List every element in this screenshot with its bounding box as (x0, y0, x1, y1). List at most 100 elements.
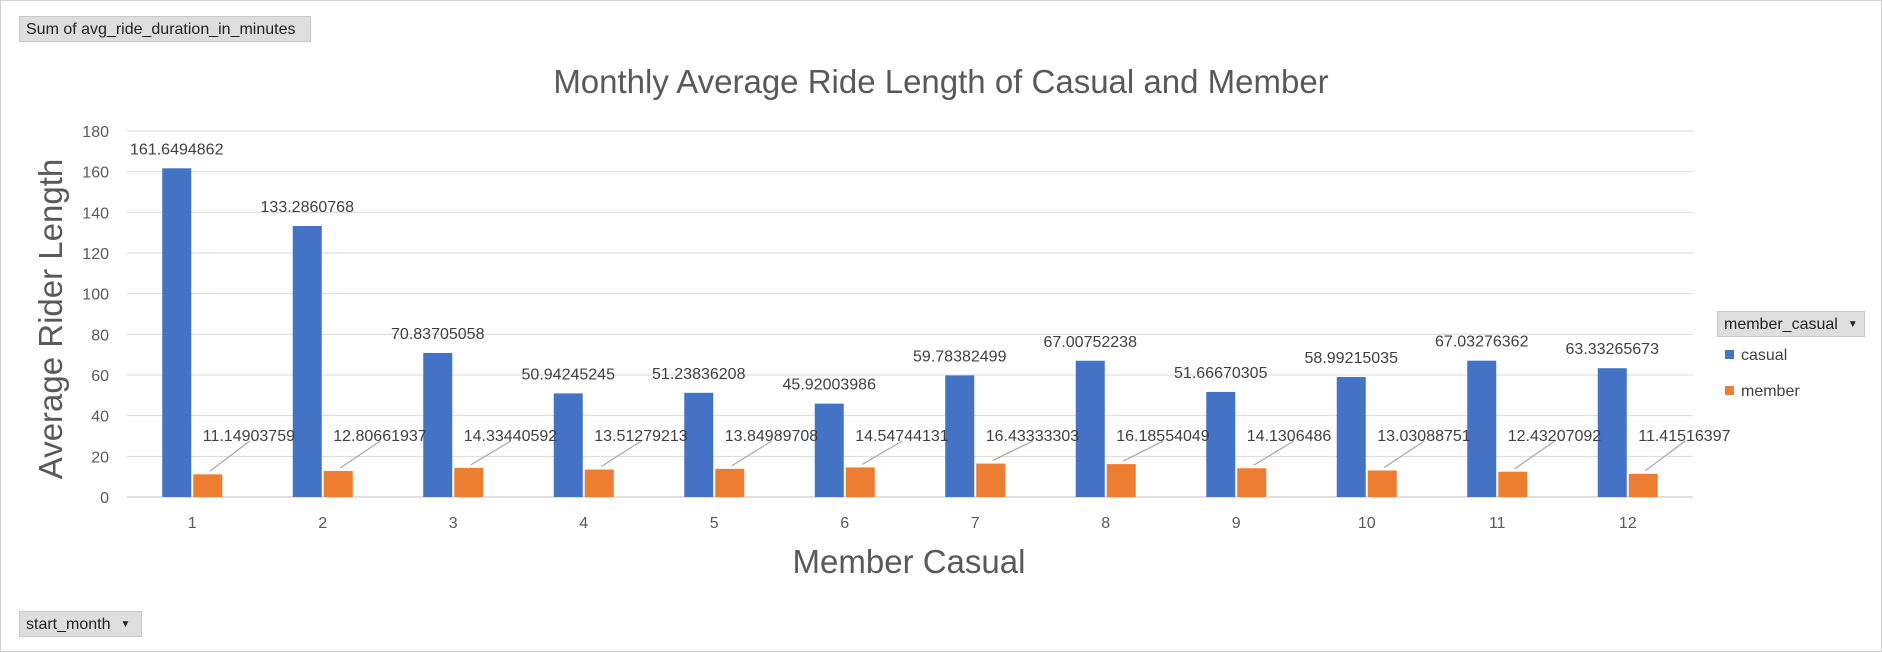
x-tick-label: 9 (1232, 515, 1241, 532)
y-tick-label: 140 (82, 205, 109, 222)
data-label-casual: 59.78382499 (913, 348, 1007, 365)
chevron-down-icon[interactable]: ▼ (1847, 319, 1858, 330)
legend-swatch-member (1725, 386, 1734, 396)
chart-title: Monthly Average Ride Length of Casual an… (553, 63, 1328, 100)
data-label-member: 16.43333303 (986, 428, 1080, 445)
x-tick-label: 12 (1619, 515, 1637, 532)
x-tick-label: 11 (1489, 515, 1506, 532)
x-tick-label: 10 (1358, 515, 1376, 532)
data-label-leader (1383, 440, 1425, 469)
y-tick-label: 20 (91, 449, 109, 466)
data-label-member: 11.41516397 (1638, 428, 1730, 445)
data-label-casual: 67.00752238 (1044, 334, 1138, 351)
data-label-member: 14.1306486 (1247, 428, 1332, 445)
x-axis-title: Member Casual (793, 543, 1026, 580)
y-tick-label: 120 (82, 246, 109, 263)
data-label-member: 13.03088751 (1377, 428, 1471, 445)
y-tick-label: 60 (91, 368, 109, 385)
x-tick-label: 5 (710, 515, 719, 532)
y-tick-label: 160 (82, 165, 109, 182)
bar-casual (1336, 377, 1366, 497)
bar-casual (292, 225, 322, 497)
values-field-button[interactable]: Sum of avg_ride_duration_in_minutes (19, 16, 311, 42)
data-label-leader (470, 440, 512, 466)
data-label-leader (339, 440, 381, 469)
legend-label-member: member (1741, 383, 1800, 400)
data-label-leader (1122, 440, 1164, 462)
bar-member (193, 474, 223, 497)
bar-casual (814, 403, 844, 497)
data-labels: 161.6494862 133.2860768 70.83705058 50.9424… (130, 141, 1731, 472)
x-tick-label: 3 (449, 515, 458, 532)
legend-field-button[interactable]: member_casual ▼ (1717, 311, 1865, 337)
data-label-member: 14.33440592 (464, 428, 558, 445)
bar-casual (423, 352, 453, 497)
x-tick-label: 1 (188, 515, 197, 532)
bars (162, 168, 1658, 497)
x-tick-label: 6 (840, 515, 849, 532)
x-tick-label: 7 (971, 515, 980, 532)
data-label-leader (209, 440, 251, 472)
bar-member (323, 470, 353, 497)
data-label-casual: 133.2860768 (261, 199, 355, 216)
bar-member (1498, 471, 1528, 497)
data-label-casual: 50.94245245 (522, 366, 616, 383)
data-label-member: 12.43207092 (1508, 428, 1602, 445)
bar-casual (1206, 391, 1236, 497)
chevron-down-icon[interactable]: ▼ (120, 619, 131, 630)
y-tick-label: 180 (82, 124, 109, 141)
data-label-member: 12.80661937 (333, 428, 427, 445)
bar-casual (1467, 360, 1497, 497)
data-label-casual: 58.99215035 (1305, 350, 1399, 367)
bar-member (845, 467, 875, 497)
bar-casual (945, 375, 975, 497)
bar-member (1628, 473, 1658, 497)
bar-casual (1597, 368, 1627, 497)
bar-member (715, 468, 745, 497)
legend-item-casual: casual (1725, 346, 1787, 366)
data-label-member: 16.18554049 (1116, 428, 1210, 445)
data-label-leader (731, 440, 773, 467)
gridlines (127, 130, 1693, 498)
data-label-casual: 51.23836208 (652, 366, 746, 383)
data-label-leader (1253, 440, 1295, 466)
bar-member (454, 467, 484, 497)
data-label-member: 13.51279213 (594, 428, 688, 445)
bar-member (584, 469, 614, 497)
data-label-casual: 63.33265673 (1566, 341, 1660, 358)
data-label-leader (1514, 440, 1556, 470)
bar-casual (1075, 360, 1105, 497)
legend-item-member: member (1725, 382, 1800, 402)
y-tick-label: 100 (82, 287, 109, 304)
data-label-casual: 51.66670305 (1174, 365, 1268, 382)
bar-casual (684, 392, 714, 497)
bar-member (1367, 470, 1397, 497)
bar-casual (553, 393, 583, 497)
legend-field-label: member_casual (1724, 316, 1838, 334)
data-label-leader (861, 440, 903, 465)
x-tick-label: 2 (318, 515, 327, 532)
data-label-casual: 161.6494862 (130, 141, 224, 158)
data-label-casual: 67.03276362 (1435, 334, 1529, 351)
legend-swatch-casual (1725, 350, 1734, 360)
data-label-casual: 45.92003986 (783, 377, 877, 394)
data-label-member: 14.54744131 (855, 428, 949, 445)
data-label-casual: 70.83705058 (391, 326, 485, 343)
data-label-leader (1644, 440, 1686, 472)
row-field-label: start_month (26, 616, 111, 634)
bar-member (1237, 468, 1267, 497)
legend-label-casual: casual (1741, 347, 1788, 364)
values-field-label: Sum of avg_ride_duration_in_minutes (26, 21, 296, 38)
bar-casual (162, 168, 192, 497)
data-label-member: 13.84989708 (725, 428, 819, 445)
bar-member (1106, 464, 1136, 497)
bar-member (976, 463, 1006, 497)
x-tick-label: 8 (1101, 515, 1110, 532)
data-label-leader (600, 440, 642, 468)
data-label-leader (992, 440, 1034, 462)
data-label-member: 11.14903759 (203, 428, 295, 445)
row-field-button[interactable]: start_month ▼ (19, 611, 142, 637)
